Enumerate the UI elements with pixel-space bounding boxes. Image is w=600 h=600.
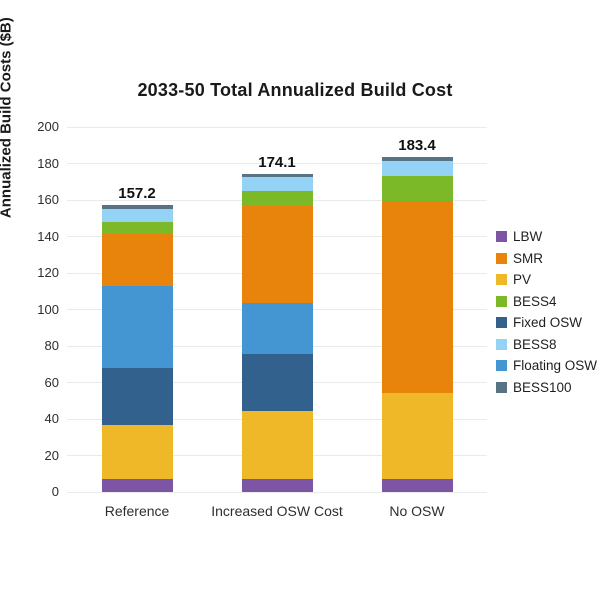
y-tick-label-160: 160 <box>37 192 59 207</box>
bar-segment-lbw <box>101 479 173 492</box>
legend-swatch-icon <box>496 252 507 264</box>
bar-segment-fixed-osw <box>101 367 173 426</box>
bar-segment-floating-osw <box>241 303 313 355</box>
bar-segment-bess4 <box>241 190 313 206</box>
bar-total-label-0: 157.2 <box>118 185 156 203</box>
bar-segment-bess4 <box>381 176 453 201</box>
legend-swatch-icon <box>496 338 507 350</box>
legend-item-lbw: LBW <box>496 226 597 248</box>
x-category-label-1: Increased OSW Cost <box>211 503 343 519</box>
legend-item-pv: PV <box>496 269 597 291</box>
y-tick-label-140: 140 <box>37 228 59 244</box>
legend-label: BESS100 <box>513 379 572 395</box>
legend-item-bess4: BESS4 <box>496 291 597 313</box>
legend-item-smr: SMR <box>496 248 597 270</box>
y-tick-label-60: 60 <box>44 374 59 390</box>
stacked-bar-2 <box>381 157 453 492</box>
gridline-0 <box>67 491 487 493</box>
bar-segment-pv <box>241 410 313 480</box>
legend-swatch-icon <box>496 231 507 243</box>
bar-segment-lbw <box>381 479 453 492</box>
bar-segment-fixed-osw <box>241 354 313 411</box>
y-tick-label-20: 20 <box>44 447 59 463</box>
legend-label: SMR <box>513 250 543 266</box>
legend-label: Floating OSW <box>513 358 598 374</box>
legend-item-bess100: BESS100 <box>496 377 597 399</box>
bar-segment-smr <box>241 205 313 304</box>
y-tick-label-100: 100 <box>37 301 59 317</box>
y-axis-title: Annualized Build Costs ($B) <box>0 17 15 219</box>
bar-segment-bess8 <box>381 160 453 177</box>
gridline-180 <box>67 163 487 164</box>
legend-item-bess8: BESS8 <box>496 334 597 356</box>
bar-segment-bess100 <box>381 157 453 161</box>
legend-label: BESS4 <box>513 293 557 309</box>
bar-segment-bess4 <box>101 221 173 234</box>
legend-swatch-icon <box>496 381 507 393</box>
legend-swatch-icon <box>496 317 507 329</box>
legend-item-floating-osw: Floating OSW <box>496 355 597 377</box>
legend-swatch-icon <box>496 274 507 286</box>
stacked-bar-1 <box>241 174 313 492</box>
y-tick-label-80: 80 <box>44 338 59 353</box>
chart-title: 2033-50 Total Annualized Build Cost <box>137 80 453 100</box>
y-tick-label-200: 200 <box>37 119 59 134</box>
plot-area <box>67 126 487 493</box>
y-tick-label-180: 180 <box>37 155 59 171</box>
legend-label: Fixed OSW <box>513 315 583 331</box>
bar-segment-bess8 <box>241 176 313 191</box>
legend-label: BESS8 <box>513 336 557 352</box>
bar-segment-smr <box>381 200 453 393</box>
y-tick-label-120: 120 <box>37 265 59 280</box>
bar-total-label-1: 174.1 <box>258 154 296 172</box>
legend: LBW SMR PV BESS4 Fixed OSW BESS8 Floating OSW B… <box>496 226 597 398</box>
gridline-200 <box>67 126 487 128</box>
x-category-label-2: No OSW <box>389 503 445 519</box>
legend-swatch-icon <box>496 360 507 372</box>
y-tick-label-0: 0 <box>51 484 59 499</box>
legend-swatch-icon <box>496 295 507 307</box>
x-category-label-0: Reference <box>104 503 170 519</box>
bar-segment-lbw <box>241 479 313 492</box>
bar-segment-smr <box>101 233 173 286</box>
bar-segment-floating-osw <box>101 285 173 368</box>
stacked-bar-0 <box>101 205 173 492</box>
bar-segment-bess8 <box>101 209 173 222</box>
bar-total-label-2: 183.4 <box>398 137 436 155</box>
bar-segment-bess100 <box>241 174 313 177</box>
bar-segment-bess100 <box>101 205 173 210</box>
y-tick-label-40: 40 <box>44 411 59 426</box>
legend-label: PV <box>513 272 532 288</box>
bar-segment-pv <box>381 392 453 480</box>
bar-segment-pv <box>101 425 173 480</box>
legend-label: LBW <box>513 229 543 245</box>
legend-item-fixed-osw: Fixed OSW <box>496 312 597 334</box>
